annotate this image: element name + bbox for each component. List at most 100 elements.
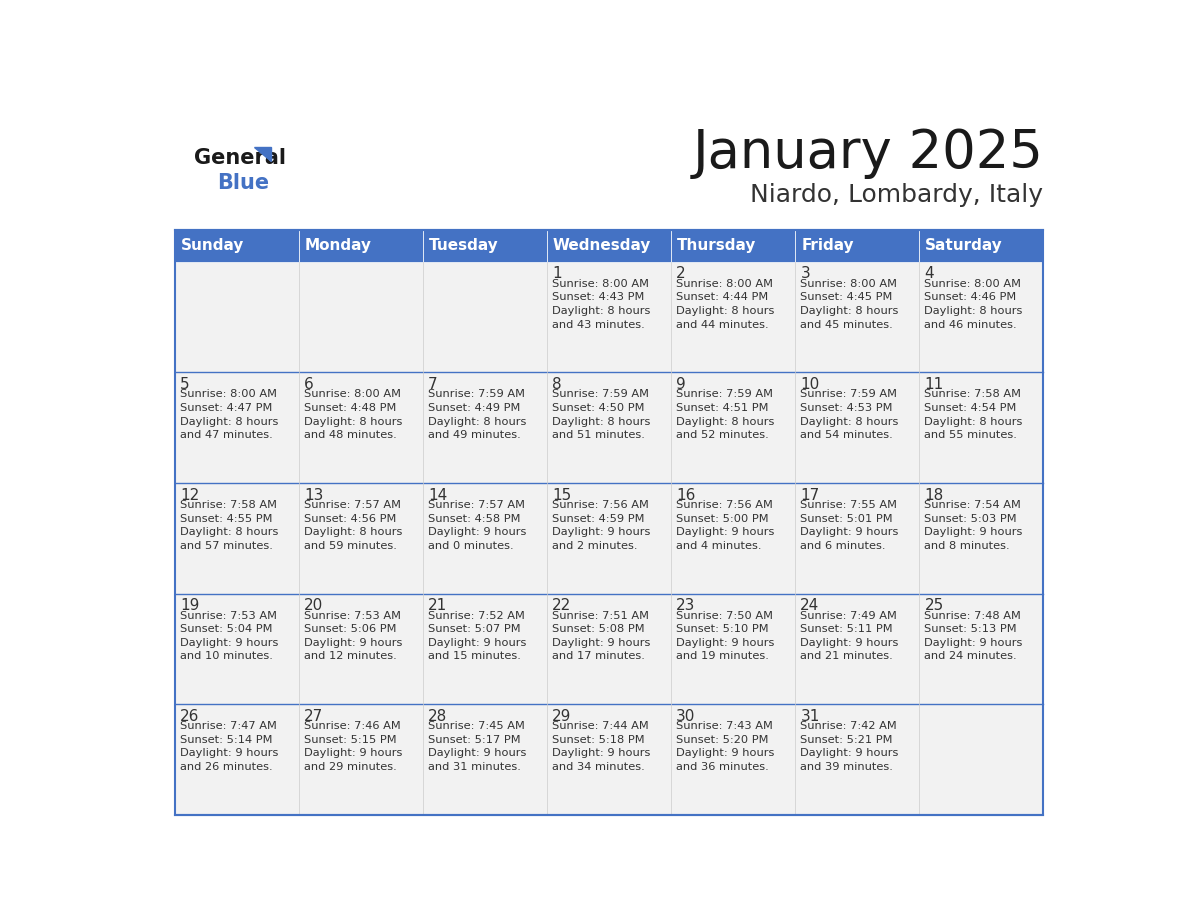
Text: 16: 16 <box>676 487 696 503</box>
Bar <box>920 373 1043 483</box>
Text: 22: 22 <box>552 599 571 613</box>
Text: Blue: Blue <box>217 174 268 194</box>
Text: 20: 20 <box>304 599 323 613</box>
Bar <box>920 230 1043 262</box>
Text: Sunrise: 8:00 AM
Sunset: 4:45 PM
Daylight: 8 hours
and 45 minutes.: Sunrise: 8:00 AM Sunset: 4:45 PM Dayligh… <box>801 279 899 330</box>
Bar <box>423 262 546 373</box>
Text: 12: 12 <box>179 487 200 503</box>
Text: Sunrise: 7:58 AM
Sunset: 4:55 PM
Daylight: 8 hours
and 57 minutes.: Sunrise: 7:58 AM Sunset: 4:55 PM Dayligh… <box>179 500 278 551</box>
Text: Saturday: Saturday <box>925 238 1003 253</box>
Text: 21: 21 <box>428 599 448 613</box>
Bar <box>920 483 1043 594</box>
Bar <box>795 704 920 814</box>
Bar <box>298 230 423 262</box>
Bar <box>671 230 795 262</box>
Bar <box>423 704 546 814</box>
Text: 27: 27 <box>304 709 323 723</box>
Text: Thursday: Thursday <box>677 238 757 253</box>
Text: 11: 11 <box>924 377 943 392</box>
Bar <box>423 373 546 483</box>
Bar <box>298 373 423 483</box>
Bar <box>423 594 546 704</box>
Text: Sunrise: 7:48 AM
Sunset: 5:13 PM
Daylight: 9 hours
and 24 minutes.: Sunrise: 7:48 AM Sunset: 5:13 PM Dayligh… <box>924 610 1023 661</box>
Text: 9: 9 <box>676 377 685 392</box>
Text: 30: 30 <box>676 709 696 723</box>
Bar <box>795 483 920 594</box>
Text: Friday: Friday <box>801 238 854 253</box>
Text: Sunrise: 7:47 AM
Sunset: 5:14 PM
Daylight: 9 hours
and 26 minutes.: Sunrise: 7:47 AM Sunset: 5:14 PM Dayligh… <box>179 721 278 772</box>
Text: 3: 3 <box>801 266 810 282</box>
Bar <box>175 230 298 262</box>
Text: Tuesday: Tuesday <box>429 238 499 253</box>
Text: Sunrise: 7:59 AM
Sunset: 4:51 PM
Daylight: 8 hours
and 52 minutes.: Sunrise: 7:59 AM Sunset: 4:51 PM Dayligh… <box>676 389 775 440</box>
Text: Sunrise: 7:53 AM
Sunset: 5:06 PM
Daylight: 9 hours
and 12 minutes.: Sunrise: 7:53 AM Sunset: 5:06 PM Dayligh… <box>304 610 403 661</box>
Bar <box>175 594 298 704</box>
Text: 31: 31 <box>801 709 820 723</box>
Bar <box>298 594 423 704</box>
Text: Sunrise: 7:56 AM
Sunset: 5:00 PM
Daylight: 9 hours
and 4 minutes.: Sunrise: 7:56 AM Sunset: 5:00 PM Dayligh… <box>676 500 775 551</box>
Text: Sunrise: 8:00 AM
Sunset: 4:47 PM
Daylight: 8 hours
and 47 minutes.: Sunrise: 8:00 AM Sunset: 4:47 PM Dayligh… <box>179 389 278 440</box>
Text: Sunrise: 8:00 AM
Sunset: 4:43 PM
Daylight: 8 hours
and 43 minutes.: Sunrise: 8:00 AM Sunset: 4:43 PM Dayligh… <box>552 279 651 330</box>
Text: Sunrise: 7:44 AM
Sunset: 5:18 PM
Daylight: 9 hours
and 34 minutes.: Sunrise: 7:44 AM Sunset: 5:18 PM Dayligh… <box>552 721 651 772</box>
Bar <box>423 483 546 594</box>
Bar <box>671 594 795 704</box>
Text: 6: 6 <box>304 377 314 392</box>
Text: Sunrise: 7:42 AM
Sunset: 5:21 PM
Daylight: 9 hours
and 39 minutes.: Sunrise: 7:42 AM Sunset: 5:21 PM Dayligh… <box>801 721 899 772</box>
Text: 2: 2 <box>676 266 685 282</box>
Text: 1: 1 <box>552 266 562 282</box>
Text: Sunrise: 7:46 AM
Sunset: 5:15 PM
Daylight: 9 hours
and 29 minutes.: Sunrise: 7:46 AM Sunset: 5:15 PM Dayligh… <box>304 721 403 772</box>
Text: Sunrise: 7:51 AM
Sunset: 5:08 PM
Daylight: 9 hours
and 17 minutes.: Sunrise: 7:51 AM Sunset: 5:08 PM Dayligh… <box>552 610 651 661</box>
Bar <box>175 373 298 483</box>
Text: 14: 14 <box>428 487 448 503</box>
Text: 10: 10 <box>801 377 820 392</box>
Text: General: General <box>194 148 286 168</box>
Bar <box>671 704 795 814</box>
Bar <box>175 230 1043 814</box>
Text: Sunrise: 8:00 AM
Sunset: 4:44 PM
Daylight: 8 hours
and 44 minutes.: Sunrise: 8:00 AM Sunset: 4:44 PM Dayligh… <box>676 279 775 330</box>
Text: Sunrise: 7:57 AM
Sunset: 4:58 PM
Daylight: 9 hours
and 0 minutes.: Sunrise: 7:57 AM Sunset: 4:58 PM Dayligh… <box>428 500 526 551</box>
Text: Sunrise: 7:57 AM
Sunset: 4:56 PM
Daylight: 8 hours
and 59 minutes.: Sunrise: 7:57 AM Sunset: 4:56 PM Dayligh… <box>304 500 403 551</box>
Text: Sunrise: 7:59 AM
Sunset: 4:50 PM
Daylight: 8 hours
and 51 minutes.: Sunrise: 7:59 AM Sunset: 4:50 PM Dayligh… <box>552 389 651 440</box>
Bar <box>795 262 920 373</box>
Text: 7: 7 <box>428 377 437 392</box>
Text: Sunrise: 8:00 AM
Sunset: 4:48 PM
Daylight: 8 hours
and 48 minutes.: Sunrise: 8:00 AM Sunset: 4:48 PM Dayligh… <box>304 389 403 440</box>
Text: Sunrise: 7:43 AM
Sunset: 5:20 PM
Daylight: 9 hours
and 36 minutes.: Sunrise: 7:43 AM Sunset: 5:20 PM Dayligh… <box>676 721 775 772</box>
Text: Sunrise: 7:53 AM
Sunset: 5:04 PM
Daylight: 9 hours
and 10 minutes.: Sunrise: 7:53 AM Sunset: 5:04 PM Dayligh… <box>179 610 278 661</box>
Text: Sunrise: 8:00 AM
Sunset: 4:46 PM
Daylight: 8 hours
and 46 minutes.: Sunrise: 8:00 AM Sunset: 4:46 PM Dayligh… <box>924 279 1023 330</box>
Bar <box>175 262 298 373</box>
Text: Sunrise: 7:55 AM
Sunset: 5:01 PM
Daylight: 9 hours
and 6 minutes.: Sunrise: 7:55 AM Sunset: 5:01 PM Dayligh… <box>801 500 899 551</box>
Text: Sunrise: 7:45 AM
Sunset: 5:17 PM
Daylight: 9 hours
and 31 minutes.: Sunrise: 7:45 AM Sunset: 5:17 PM Dayligh… <box>428 721 526 772</box>
Bar <box>298 704 423 814</box>
Bar <box>546 230 671 262</box>
Bar <box>920 594 1043 704</box>
Bar <box>175 483 298 594</box>
Text: 17: 17 <box>801 487 820 503</box>
Bar <box>298 483 423 594</box>
Bar <box>546 262 671 373</box>
Text: Sunrise: 7:52 AM
Sunset: 5:07 PM
Daylight: 9 hours
and 15 minutes.: Sunrise: 7:52 AM Sunset: 5:07 PM Dayligh… <box>428 610 526 661</box>
Text: 19: 19 <box>179 599 200 613</box>
Bar <box>920 262 1043 373</box>
Text: 8: 8 <box>552 377 562 392</box>
Text: Sunday: Sunday <box>181 238 244 253</box>
Bar <box>546 373 671 483</box>
Bar <box>546 704 671 814</box>
Text: Sunrise: 7:50 AM
Sunset: 5:10 PM
Daylight: 9 hours
and 19 minutes.: Sunrise: 7:50 AM Sunset: 5:10 PM Dayligh… <box>676 610 775 661</box>
Bar <box>423 230 546 262</box>
Text: 13: 13 <box>304 487 323 503</box>
Text: 4: 4 <box>924 266 934 282</box>
Text: Sunrise: 7:58 AM
Sunset: 4:54 PM
Daylight: 8 hours
and 55 minutes.: Sunrise: 7:58 AM Sunset: 4:54 PM Dayligh… <box>924 389 1023 440</box>
Bar <box>298 262 423 373</box>
Bar <box>671 483 795 594</box>
Bar <box>175 704 298 814</box>
Bar <box>795 373 920 483</box>
Bar <box>920 704 1043 814</box>
Bar <box>795 230 920 262</box>
Text: Wednesday: Wednesday <box>552 238 651 253</box>
Text: Sunrise: 7:59 AM
Sunset: 4:49 PM
Daylight: 8 hours
and 49 minutes.: Sunrise: 7:59 AM Sunset: 4:49 PM Dayligh… <box>428 389 526 440</box>
Text: 24: 24 <box>801 599 820 613</box>
Text: Sunrise: 7:56 AM
Sunset: 4:59 PM
Daylight: 9 hours
and 2 minutes.: Sunrise: 7:56 AM Sunset: 4:59 PM Dayligh… <box>552 500 651 551</box>
Text: 29: 29 <box>552 709 571 723</box>
Bar <box>546 483 671 594</box>
Text: Monday: Monday <box>305 238 372 253</box>
